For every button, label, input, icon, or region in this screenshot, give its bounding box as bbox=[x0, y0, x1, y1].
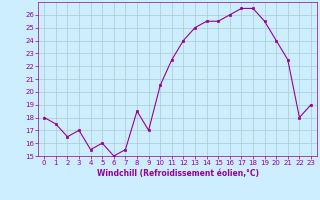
X-axis label: Windchill (Refroidissement éolien,°C): Windchill (Refroidissement éolien,°C) bbox=[97, 169, 259, 178]
